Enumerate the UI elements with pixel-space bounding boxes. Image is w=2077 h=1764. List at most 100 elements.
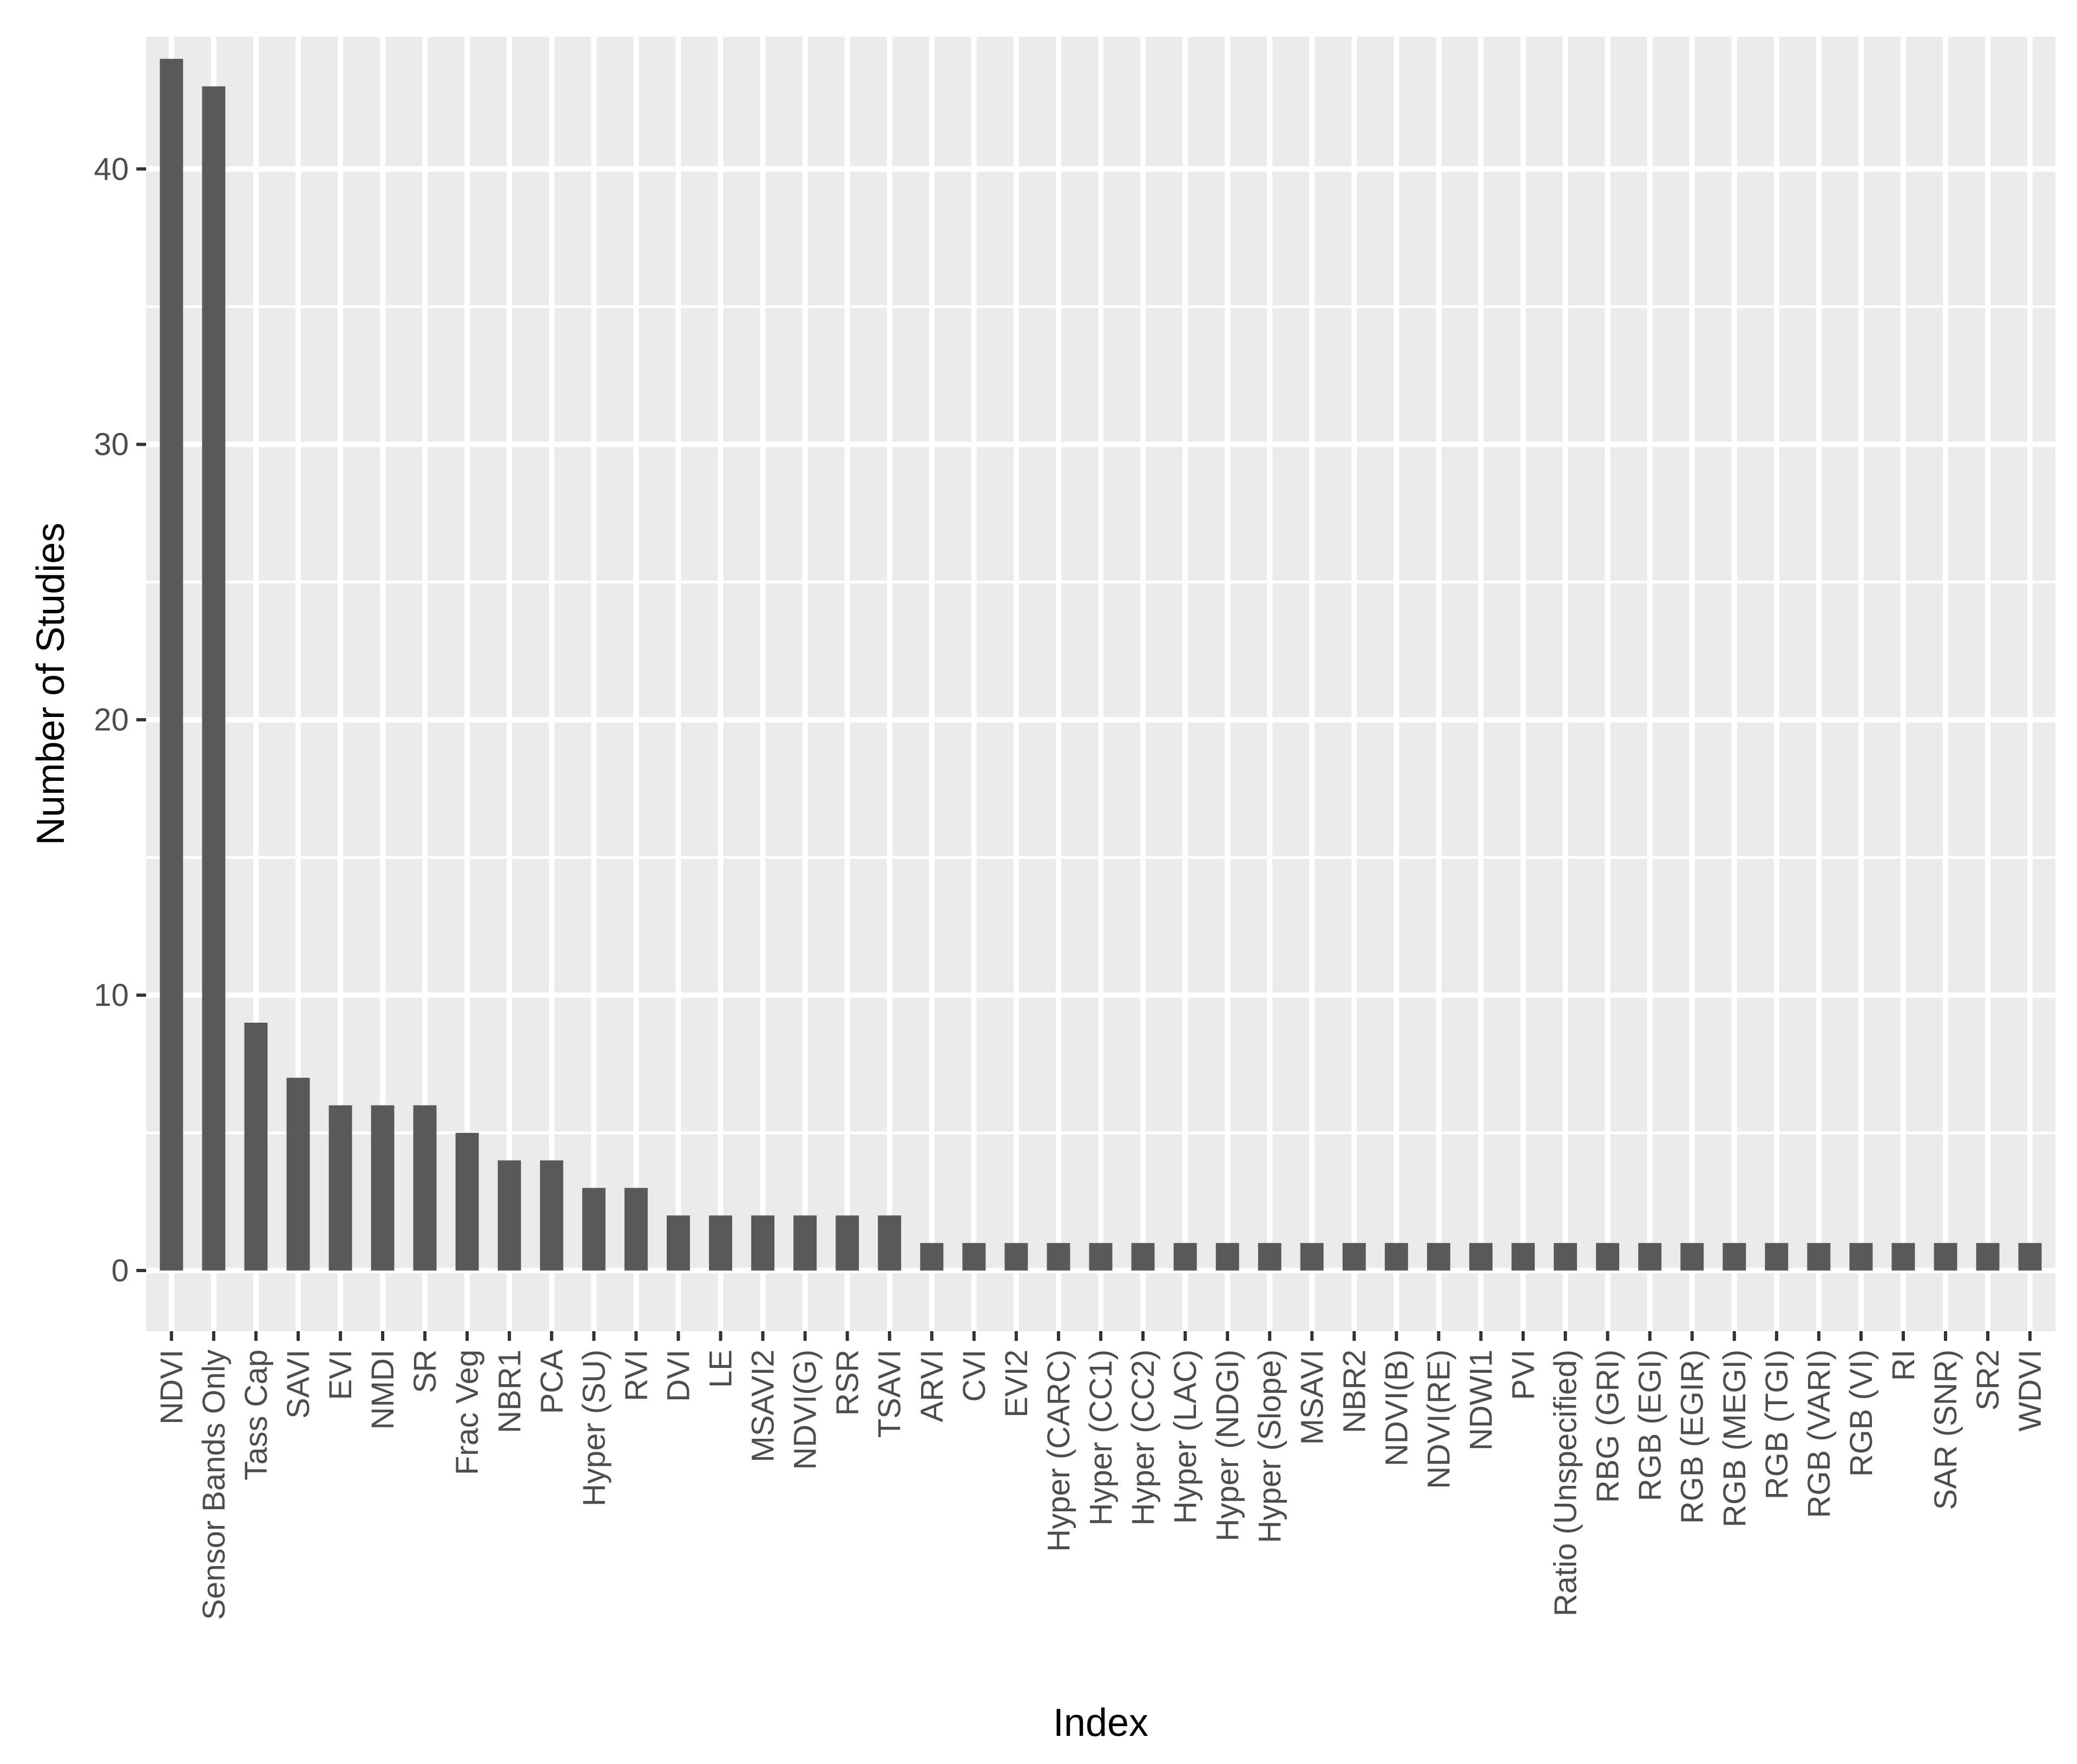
bar (160, 58, 183, 1271)
x-tick-label: SAVI (281, 1350, 316, 1419)
bar (878, 1215, 902, 1271)
bar (1807, 1243, 1831, 1271)
y-axis: 0 10 20 30 40 (94, 152, 146, 1288)
bar (455, 1133, 479, 1271)
bar (1638, 1243, 1662, 1271)
x-tick-label: Hyper (Slope) (1252, 1350, 1287, 1543)
x-tick-label: NBR2 (1337, 1350, 1372, 1433)
x-tick-label: NBR1 (492, 1350, 527, 1433)
y-tick-label: 20 (94, 702, 129, 738)
x-axis-title: Index (1053, 1701, 1148, 1745)
bar (1554, 1243, 1578, 1271)
bar (1047, 1243, 1070, 1271)
bar (1680, 1243, 1704, 1271)
x-tick-label: ARVI (915, 1350, 950, 1422)
bar (709, 1215, 732, 1271)
x-tick-label: PCA (534, 1350, 569, 1414)
bar (1215, 1243, 1239, 1271)
x-tick-label: PVI (1506, 1350, 1541, 1400)
x-tick-label: LE (704, 1350, 739, 1388)
y-tick-label: 0 (111, 1253, 129, 1288)
x-tick-label: WDVI (2013, 1350, 2048, 1431)
x-tick-label: SAR (SNR) (1928, 1350, 1963, 1510)
y-axis-title: Number of Studies (29, 523, 73, 845)
y-tick-label: 40 (94, 152, 129, 187)
x-tick-label: MSAVI (1294, 1350, 1330, 1445)
x-tick-label: DVI (661, 1350, 696, 1402)
bar (920, 1243, 944, 1271)
bar (1596, 1243, 1620, 1271)
bar (1173, 1243, 1197, 1271)
y-tick-label: 10 (94, 978, 129, 1013)
x-tick-label: Ratio (Unspecified) (1548, 1350, 1583, 1616)
x-tick-label: Frac Veg (450, 1350, 485, 1475)
bar (582, 1188, 606, 1271)
bar (244, 1022, 268, 1271)
x-tick-label: NDVI(G) (788, 1350, 823, 1470)
x-tick-label: Hyper (CC2) (1126, 1350, 1161, 1526)
x-tick-label: Hyper (SU) (576, 1350, 612, 1506)
bar (286, 1077, 310, 1271)
bar (328, 1105, 352, 1271)
bar (1849, 1243, 1873, 1271)
x-tick-label: RGB (VI) (1844, 1350, 1879, 1477)
x-tick-label: RGB (MEGI) (1717, 1350, 1752, 1528)
x-tick-label: TSAVI (872, 1350, 908, 1438)
x-tick-label: SR (407, 1350, 443, 1393)
bar (202, 86, 226, 1271)
bar (1891, 1243, 1915, 1271)
x-tick-label: RGB (EGI) (1633, 1350, 1668, 1501)
bar (836, 1215, 859, 1271)
x-tick-label: RGB (TGI) (1759, 1350, 1795, 1499)
x-tick-label: NMDI (365, 1350, 400, 1430)
y-tick-label: 30 (94, 427, 129, 462)
x-tick-label: CVI (957, 1350, 992, 1402)
x-tick-label: EVI2 (999, 1350, 1034, 1418)
bar (371, 1105, 395, 1271)
bar (1004, 1243, 1028, 1271)
x-tick-label: Sensor Bands Only (196, 1350, 232, 1620)
bar (1300, 1243, 1324, 1271)
x-tick-label: MSAVI2 (746, 1350, 781, 1462)
bar (540, 1160, 563, 1271)
bars (160, 58, 2042, 1271)
x-tick-label: NDVI(B) (1379, 1350, 1414, 1466)
x-tick-label: RVI (619, 1350, 654, 1401)
bar (1427, 1243, 1450, 1271)
x-tick-label: Hyper (CARC) (1041, 1350, 1076, 1552)
bar (962, 1243, 986, 1271)
x-tick-label: NDWI1 (1463, 1350, 1498, 1451)
x-tick-label: RBG (GRI) (1590, 1350, 1626, 1503)
bar (1131, 1243, 1155, 1271)
bar (1089, 1243, 1113, 1271)
bar (2018, 1243, 2042, 1271)
bar (1723, 1243, 1746, 1271)
x-tick-label: EVI (323, 1350, 358, 1400)
x-tick-label: RGB (EGIR) (1675, 1350, 1710, 1524)
x-tick-label: Tass Cap (239, 1350, 274, 1480)
x-tick-label: RSR (830, 1350, 865, 1416)
x-tick-label: NDVI(RE) (1421, 1350, 1456, 1489)
bar (497, 1160, 521, 1271)
bar (1511, 1243, 1535, 1271)
bar (667, 1215, 690, 1271)
x-tick-label: Hyper (NDGI) (1210, 1350, 1245, 1541)
bar (1765, 1243, 1789, 1271)
x-tick-label: RI (1886, 1350, 1921, 1381)
bar (1342, 1243, 1366, 1271)
x-tick-label: Hyper (LAC) (1168, 1350, 1203, 1524)
x-tick-label: NDVI (154, 1350, 189, 1425)
bar (413, 1105, 437, 1271)
bar (1384, 1243, 1408, 1271)
bar (1934, 1243, 1957, 1271)
x-axis: NDVI Sensor Bands Only Tass Cap SAVI EVI NMDI… (154, 1331, 2048, 1620)
bar (1258, 1243, 1281, 1271)
x-tick-label: SR2 (1970, 1350, 2006, 1411)
bar (793, 1215, 817, 1271)
x-tick-label: Hyper (CC1) (1083, 1350, 1119, 1526)
bar (1976, 1243, 2000, 1271)
bar (624, 1188, 648, 1271)
x-tick-label: RGB (VARI) (1802, 1350, 1837, 1518)
bar (1469, 1243, 1493, 1271)
